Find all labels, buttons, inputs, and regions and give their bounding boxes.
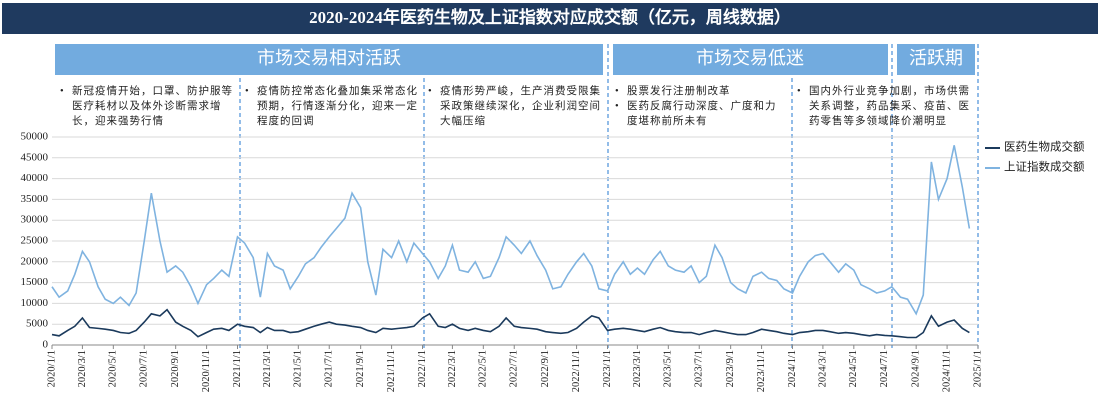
y-tick-label: 10000: [21, 297, 49, 309]
x-tick-label: 2020/9/1: [170, 350, 181, 387]
x-tick-label: 2020/7/1: [139, 350, 150, 387]
note: 疫情形势严峻，生产消费受限集采政策继续深化，企业利润空间大幅压缩: [428, 84, 603, 129]
x-tick-label: 2022/11/1: [571, 350, 582, 392]
y-tick-label: 0: [43, 339, 49, 351]
note-item: 新冠疫情开始，口罩、防护服等医疗耗材以及体外诊断需求增长，迎来强势行情: [60, 84, 235, 129]
y-tick-label: 20000: [21, 255, 49, 267]
x-tick-label: 2021/11/1: [386, 350, 397, 392]
phase-box: [613, 44, 888, 75]
x-tick-label: 2020/11/1: [201, 350, 212, 392]
phase-label: 市场交易相对活跃: [257, 48, 401, 68]
note: 国内外行业竞争加剧，市场供需关系调整，药品集采、疫苗、医药零售等多领域降价潮明显: [797, 84, 977, 129]
x-tick-label: 2022/7/1: [509, 350, 520, 387]
x-tick-label: 2022/5/1: [478, 350, 489, 387]
line: [51, 308, 970, 339]
x-tick-label: 2021/1/1: [232, 350, 243, 387]
x-tick-label: 2023/9/1: [725, 350, 736, 387]
x-tick-label: 2020/3/1: [77, 350, 88, 387]
y-tick-label: 45000: [21, 151, 49, 163]
note-item: 股票发行注册制改革: [615, 84, 787, 99]
note: 新冠疫情开始，口罩、防护服等医疗耗材以及体外诊断需求增长，迎来强势行情: [60, 84, 235, 129]
x-tick-label: 2024/3/1: [817, 350, 828, 387]
x-tick-label: 2023/11/1: [756, 350, 767, 392]
legend-label: 上证指数成交额: [1004, 160, 1085, 174]
phase-box: [897, 44, 975, 75]
y-tick-label: 50000: [21, 131, 49, 143]
note-item: 医药反腐行动深度、广度和力度堪称前所未有: [615, 99, 787, 129]
x-tick-label: 2022/3/1: [447, 350, 458, 387]
y-tick-label: 25000: [21, 235, 49, 247]
y-tick-label: 40000: [21, 172, 49, 184]
note-item: 国内外行业竞争加剧，市场供需关系调整，药品集采、疫苗、医药零售等多领域降价潮明显: [797, 84, 977, 129]
x-tick-label: 2023/3/1: [632, 350, 643, 387]
phase-label: 活跃期: [909, 48, 963, 68]
note-item: 疫情形势严峻，生产消费受限集采政策继续深化，企业利润空间大幅压缩: [428, 84, 603, 129]
x-tick-label: 2020/5/1: [108, 350, 119, 387]
x-tick-label: 2024/9/1: [911, 350, 922, 387]
note-item: 疫情防控常态化叠加集采常态化预期，行情逐渐分化，迎来一定程度的回调: [245, 84, 420, 129]
note: 股票发行注册制改革医药反腐行动深度、广度和力度堪称前所未有: [615, 84, 787, 129]
x-tick-label: 2021/9/1: [355, 350, 366, 387]
chart-title: 2020-2024年医药生物及上证指数对应成交额（亿元，周线数据）: [309, 7, 791, 27]
x-tick-label: 2021/5/1: [293, 350, 304, 387]
x-tick-label: 2021/7/1: [324, 350, 335, 387]
legend-label: 医药生物成交额: [1004, 140, 1085, 154]
x-tick-label: 2024/7/1: [879, 350, 890, 387]
x-tick-label: 2023/5/1: [663, 350, 674, 387]
phase-box: [55, 44, 603, 75]
y-tick-label: 5000: [26, 318, 49, 330]
x-tick-label: 2024/5/1: [848, 350, 859, 387]
x-tick-label: 2021/3/1: [262, 350, 273, 387]
y-tick-label: 15000: [21, 276, 49, 288]
line: [51, 145, 971, 316]
y-tick-label: 30000: [21, 214, 49, 226]
title-bar: [2, 3, 1098, 34]
x-tick-label: 2022/9/1: [540, 350, 551, 387]
x-tick-label: 2022/1/1: [417, 350, 428, 387]
note: 疫情防控常态化叠加集采常态化预期，行情逐渐分化，迎来一定程度的回调: [245, 84, 420, 129]
x-tick-label: 2023/7/1: [694, 350, 705, 387]
x-tick-label: 2023/1/1: [602, 350, 613, 387]
x-tick-label: 2024/11/1: [941, 350, 952, 392]
x-tick-label: 2020/1/1: [46, 350, 57, 387]
y-tick-label: 35000: [21, 193, 49, 205]
x-tick-label: 2024/1/1: [787, 350, 798, 387]
phase-label: 市场交易低迷: [696, 48, 804, 68]
x-tick-label: 2025/1/1: [972, 350, 983, 387]
